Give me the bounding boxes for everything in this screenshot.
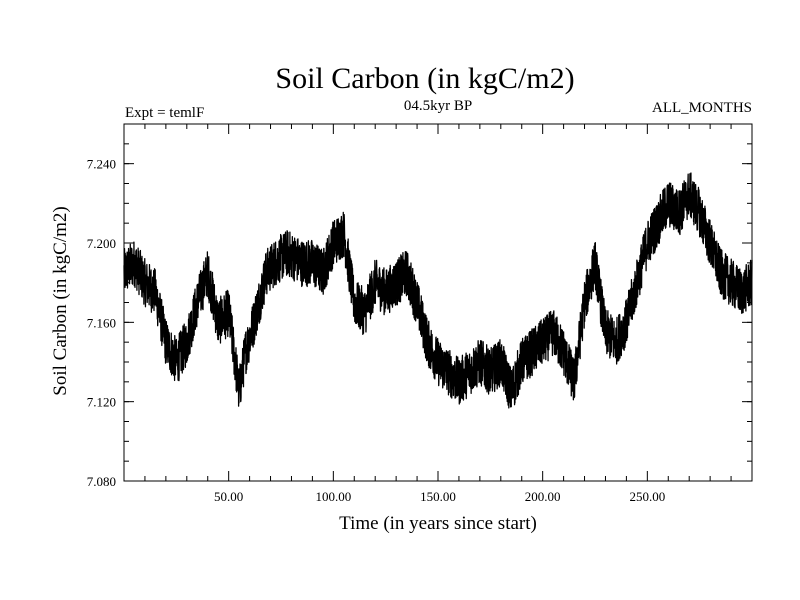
y-tick-label: 7.200 xyxy=(87,236,116,251)
y-tick-label: 7.120 xyxy=(87,395,116,410)
y-tick-label: 7.240 xyxy=(87,157,116,172)
experiment-label: Expt = temlF xyxy=(125,105,204,121)
series-line xyxy=(123,172,753,409)
x-tick-label: 250.00 xyxy=(629,489,665,504)
x-axis-label: Time (in years since start) xyxy=(339,513,537,534)
plot-frame xyxy=(123,123,753,482)
x-tick-label: 50.00 xyxy=(214,489,243,504)
plot-area xyxy=(123,172,753,409)
y-axis-label: Soil Carbon (in kgC/m2) xyxy=(50,206,71,395)
period-label: 04.5kyr BP xyxy=(404,98,472,114)
x-tick-label: 150.00 xyxy=(420,489,456,504)
x-tick-label: 200.00 xyxy=(525,489,561,504)
axes: 50.00 100.00 150.00 200.00 250.00 7.080 7.120 7… xyxy=(87,123,753,504)
months-label: ALL_MONTHS xyxy=(652,100,752,116)
x-tick-label: 100.00 xyxy=(315,489,351,504)
chart-title: Soil Carbon (in kgC/m2) xyxy=(275,62,574,95)
y-tick-label: 7.160 xyxy=(87,315,116,330)
y-tick-label: 7.080 xyxy=(87,474,116,489)
